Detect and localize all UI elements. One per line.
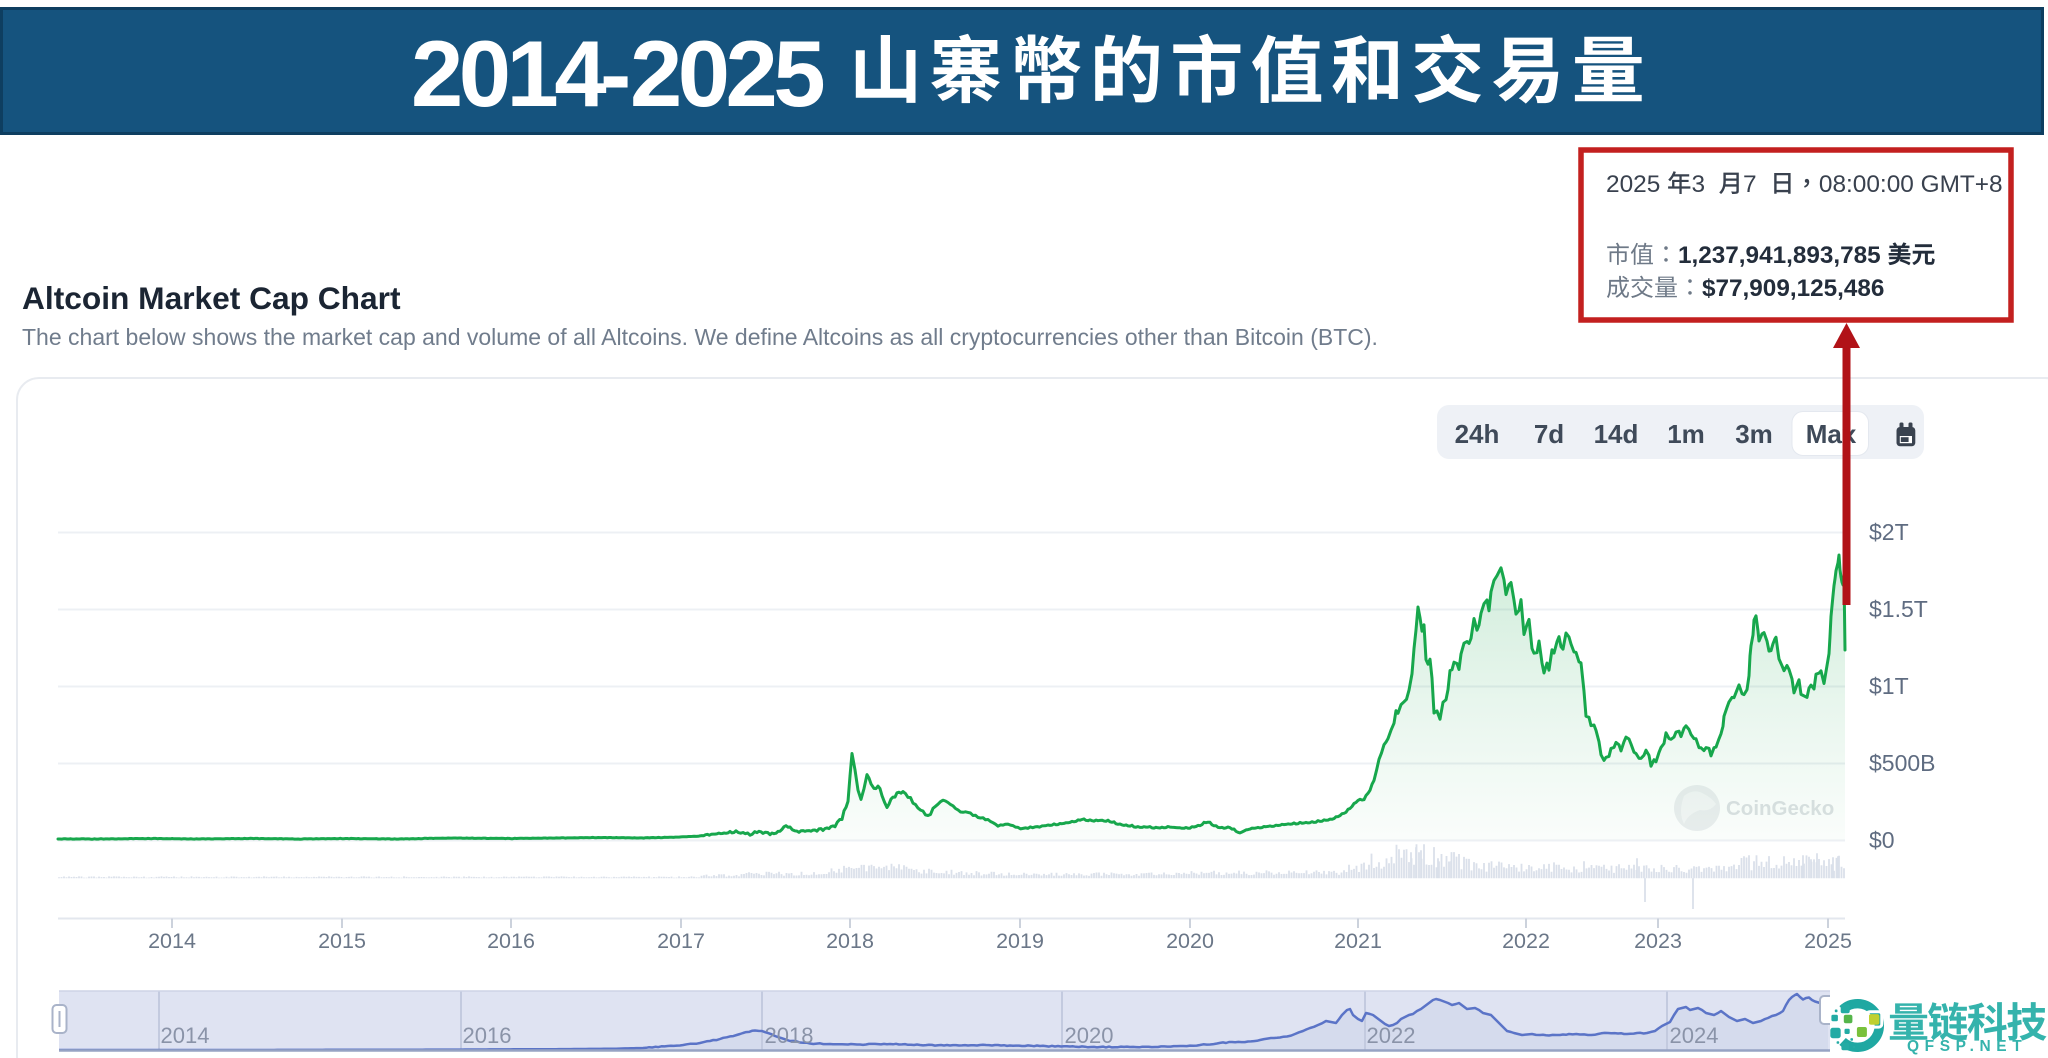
svg-text:QFSP.NET: QFSP.NET [1907, 1038, 2027, 1055]
svg-text:2021: 2021 [1334, 929, 1382, 953]
svg-text:2025: 2025 [1606, 171, 1660, 198]
svg-text:08:00:00 GMT+8: 08:00:00 GMT+8 [1819, 171, 2003, 198]
svg-text:2025: 2025 [630, 21, 823, 126]
svg-text:7d: 7d [1534, 419, 1564, 449]
svg-text:2017: 2017 [657, 929, 705, 953]
svg-text:1,237,941,893,785: 1,237,941,893,785 [1678, 242, 1881, 269]
svg-text:2018: 2018 [826, 929, 874, 953]
svg-text:24h: 24h [1455, 419, 1500, 449]
svg-text:2022: 2022 [1367, 1023, 1416, 1048]
svg-text:7: 7 [1743, 171, 1757, 198]
svg-text:$1.5T: $1.5T [1869, 596, 1928, 622]
svg-text:2016: 2016 [463, 1023, 512, 1048]
svg-text:2020: 2020 [1166, 929, 1214, 953]
svg-text:2014: 2014 [411, 21, 606, 126]
svg-text:14d: 14d [1594, 419, 1639, 449]
svg-text:2022: 2022 [1502, 929, 1550, 953]
svg-text:2015: 2015 [318, 929, 366, 953]
svg-text:2019: 2019 [996, 929, 1044, 953]
svg-text:2020: 2020 [1065, 1023, 1114, 1048]
svg-text:1m: 1m [1667, 419, 1705, 449]
svg-text:$0: $0 [1869, 827, 1895, 853]
svg-text:-: - [600, 21, 631, 126]
svg-text:2016: 2016 [487, 929, 535, 953]
svg-text:Altcoin Market Cap Chart: Altcoin Market Cap Chart [22, 280, 401, 316]
svg-text:$77,909,125,486: $77,909,125,486 [1702, 275, 1884, 302]
svg-text:2018: 2018 [765, 1023, 814, 1048]
svg-text:2023: 2023 [1634, 929, 1682, 953]
svg-text:3m: 3m [1735, 419, 1773, 449]
svg-text:$1T: $1T [1869, 673, 1909, 699]
svg-text:$500B: $500B [1869, 750, 1936, 776]
svg-text:2014: 2014 [161, 1023, 210, 1048]
svg-text:2024: 2024 [1670, 1023, 1719, 1048]
svg-text:2025: 2025 [1804, 929, 1852, 953]
svg-text:$2T: $2T [1869, 519, 1909, 545]
svg-text:2014: 2014 [148, 929, 196, 953]
svg-text:3: 3 [1692, 171, 1706, 198]
svg-text:The chart below shows the mark: The chart below shows the market cap and… [22, 324, 1378, 350]
